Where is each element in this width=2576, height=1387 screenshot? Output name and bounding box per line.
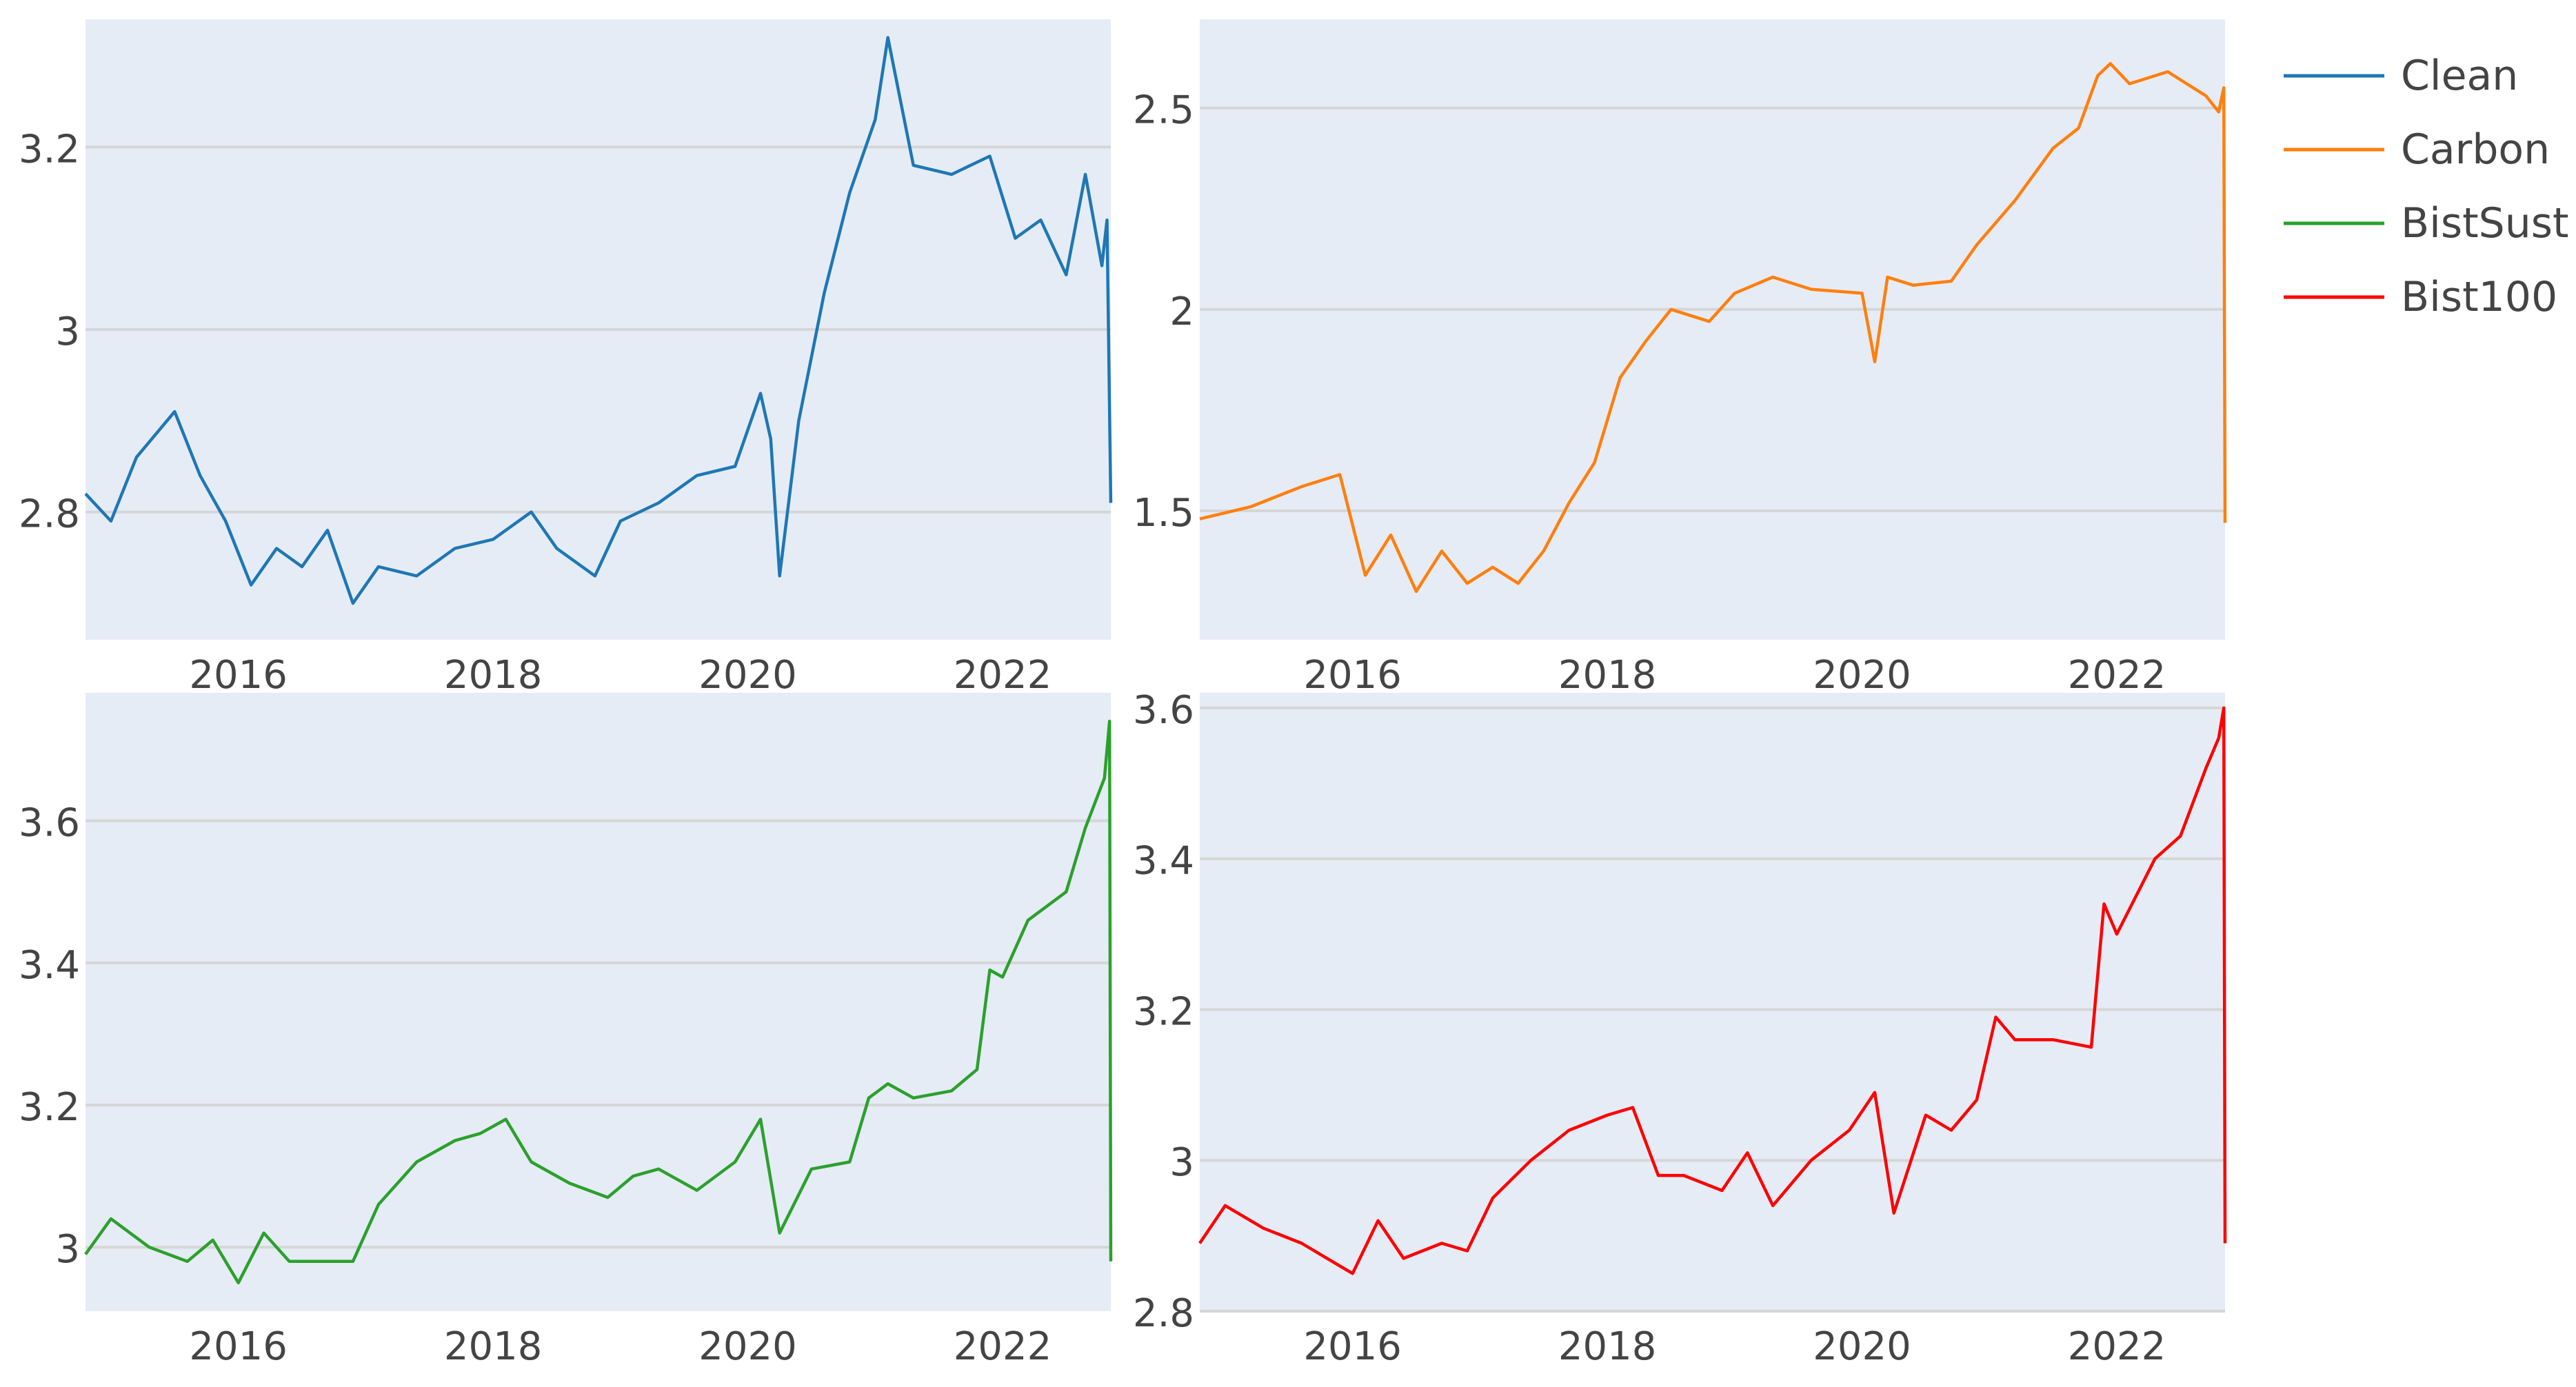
x-tick-label: 2018 [1558,1324,1657,1369]
x-tick-label: 2020 [698,1324,797,1369]
x-tick-label: 2016 [1303,653,1402,698]
y-tick-label: 3.2 [1133,989,1194,1034]
x-tick-label: 2016 [189,1324,288,1369]
subplot-clean: 2.8 3 3.2 2016 2018 2020 2022 [19,19,1113,698]
series-line-bistsust [84,719,1113,1285]
x-tick-label: 2022 [2068,1324,2166,1369]
x-tick-label: 2020 [1813,1324,1911,1369]
y-tick-label: 1.5 [1133,491,1194,536]
x-tick-label: 2016 [1303,1324,1402,1369]
x-tick-label: 2018 [444,653,543,698]
legend-label: Bist100 [2401,273,2557,321]
y-tick-label: 3.4 [1133,839,1194,884]
legend-label: BistSust [2401,199,2569,247]
subplot-bist100: 2.8 3 3.2 3.4 3.6 2016 2018 2020 2022 [1133,688,2227,1369]
plot-background [85,693,1111,1311]
plot-background [1200,19,2225,640]
y-tick-label: 2.5 [1133,88,1194,133]
y-tick-label: 2.8 [19,492,80,537]
y-tick-label: 3 [1169,1140,1194,1185]
y-tick-label: 3.4 [19,943,80,988]
plot-background [1200,693,2225,1311]
x-tick-label: 2022 [954,1324,1052,1369]
series-line-clean [84,36,1113,605]
y-tick-label: 2.8 [1133,1291,1194,1336]
legend-label: Carbon [2401,125,2550,174]
subplot-bistsust: 3 3.2 3.4 3.6 2016 2018 2020 2022 [19,693,1113,1369]
x-tick-label: 2022 [954,653,1052,698]
x-tick-label: 2020 [698,653,797,698]
x-tick-label: 2018 [444,1324,543,1369]
subplot-carbon: 1.5 2 2.5 2016 2018 2020 2022 [1133,19,2227,698]
y-tick-label: 3.6 [19,801,80,846]
x-tick-label: 2018 [1558,653,1657,698]
series-line-carbon [1199,62,2227,594]
legend-label: Clean [2401,52,2518,100]
y-tick-label: 3 [55,1227,80,1272]
y-tick-label: 3.2 [19,1085,80,1130]
x-tick-label: 2020 [1813,653,1911,698]
series-line-bist100 [1198,706,2227,1275]
y-tick-label: 3.2 [19,127,80,172]
legend: Clean Carbon BistSust Bist100 [2284,52,2569,321]
y-tick-label: 3.6 [1133,688,1194,733]
x-tick-label: 2022 [2068,653,2166,698]
y-tick-label: 2 [1169,290,1194,334]
y-tick-label: 3 [55,310,80,354]
x-tick-label: 2016 [189,653,288,698]
